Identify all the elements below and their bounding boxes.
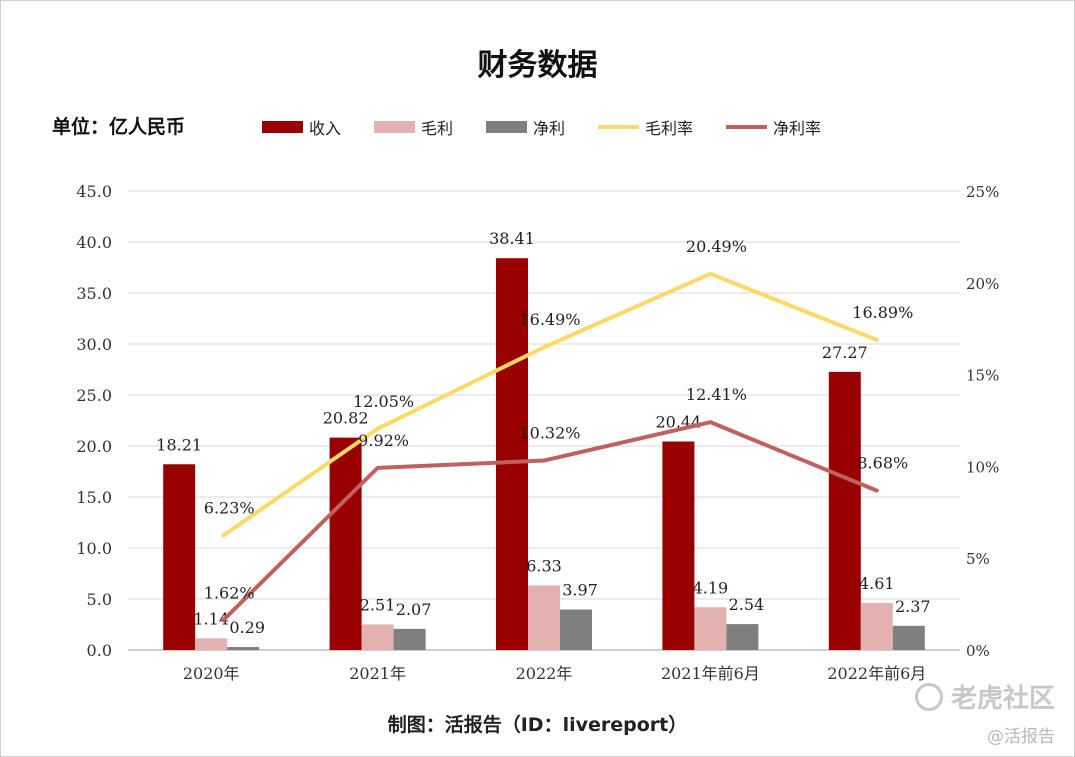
x-tick-label: 2021年前6月 [661, 664, 760, 683]
legend-item-net-profit: 净利 [486, 116, 565, 138]
bar [662, 441, 695, 650]
line-data-label: 1.62% [204, 583, 255, 602]
credit-line: 制图：活报告（ID：livereport） [387, 714, 688, 736]
legend-swatch [598, 125, 639, 129]
x-tick-label: 2022年 [516, 664, 573, 683]
legend-label: 收入 [309, 119, 342, 138]
line-data-label: 9.92% [358, 431, 409, 450]
bar-data-label: 0.29 [229, 618, 265, 637]
legend-swatch [726, 125, 767, 129]
line-data-label: 6.23% [204, 499, 255, 518]
bar-data-label: 1.14 [193, 609, 229, 628]
y-right-tick-label: 20% [966, 275, 999, 293]
bar-data-label: 2.07 [396, 600, 432, 619]
tiger-logo-icon [914, 682, 943, 711]
legend-item-net-margin: 净利率 [726, 116, 821, 138]
line-data-label: 8.68% [857, 454, 908, 473]
legend-swatch [262, 121, 303, 133]
x-tick-label: 2021年 [349, 664, 406, 683]
bar [393, 628, 426, 650]
bar [163, 464, 196, 650]
y-left-tick-label: 0.0 [87, 641, 112, 660]
bar [195, 638, 228, 650]
bar [726, 624, 759, 650]
legend-label: 毛利 [421, 119, 454, 138]
bar [227, 647, 260, 650]
legend-label: 净利率 [773, 119, 822, 138]
x-tick-label: 2020年 [183, 664, 240, 683]
bar-data-label: 27.27 [822, 343, 868, 362]
legend-label: 净利 [533, 119, 566, 138]
y-left-tick-label: 15.0 [76, 488, 112, 507]
y-right-tick-label: 5% [966, 550, 990, 568]
watermark-brand-text: 老虎社区 [950, 684, 1055, 714]
line-data-label: 16.49% [519, 310, 580, 329]
y-left-tick-label: 35.0 [76, 284, 112, 303]
series-line [221, 420, 879, 623]
y-left-tick-label: 20.0 [76, 437, 112, 456]
y-left-tick-label: 25.0 [76, 386, 112, 405]
line-data-label: 10.32% [519, 424, 580, 443]
bar-data-label: 2.54 [729, 595, 765, 614]
bar-data-label: 2.51 [360, 595, 396, 614]
chart-title: 财务数据 [477, 48, 598, 83]
line-data-label: 12.05% [353, 392, 414, 411]
y-right-tick-label: 0% [966, 642, 990, 660]
bar [892, 625, 925, 650]
bar-data-label: 3.97 [562, 581, 598, 600]
bar [694, 607, 727, 650]
bar [860, 602, 893, 650]
bar-data-label: 4.61 [859, 574, 895, 593]
bar-data-label: 4.19 [693, 578, 729, 597]
legend-swatch [374, 121, 415, 133]
y-right-tick-label: 25% [966, 183, 999, 201]
y-left-tick-label: 40.0 [76, 233, 112, 252]
bar-data-label: 38.41 [489, 229, 535, 248]
line-data-label: 12.41% [686, 385, 747, 404]
series-line [221, 271, 879, 538]
bar [329, 437, 362, 650]
y-right-tick-label: 10% [966, 458, 999, 476]
legend-label: 毛利率 [645, 119, 694, 138]
y-left-tick-label: 30.0 [76, 335, 112, 354]
line-data-label: 20.49% [686, 237, 747, 256]
legend-item-gross-margin: 毛利率 [598, 116, 693, 138]
y-left-tick-label: 5.0 [87, 590, 112, 609]
y-left-tick-label: 45.0 [76, 182, 112, 201]
legend-item-revenue: 收入 [262, 116, 341, 138]
watermark-handle: @活报告 [987, 727, 1055, 747]
bar [361, 624, 394, 650]
legend-item-gross-profit: 毛利 [374, 116, 453, 138]
watermark-brand: 老虎社区 [914, 678, 1055, 715]
bar-data-label: 6.33 [526, 556, 562, 575]
bar-data-label: 18.21 [156, 435, 202, 454]
legend-swatch [486, 121, 527, 133]
bar [496, 258, 528, 650]
y-left-tick-label: 10.0 [76, 539, 112, 558]
line-data-label: 16.89% [852, 303, 913, 322]
bar [528, 585, 560, 650]
y-right-tick-label: 15% [966, 367, 999, 385]
bar [560, 609, 592, 650]
x-tick-label: 2022年前6月 [827, 664, 926, 683]
bar-data-label: 2.37 [895, 597, 931, 616]
bar [828, 371, 861, 650]
bar-data-label: 20.82 [323, 409, 369, 428]
unit-label: 单位：亿人民币 [52, 116, 186, 138]
